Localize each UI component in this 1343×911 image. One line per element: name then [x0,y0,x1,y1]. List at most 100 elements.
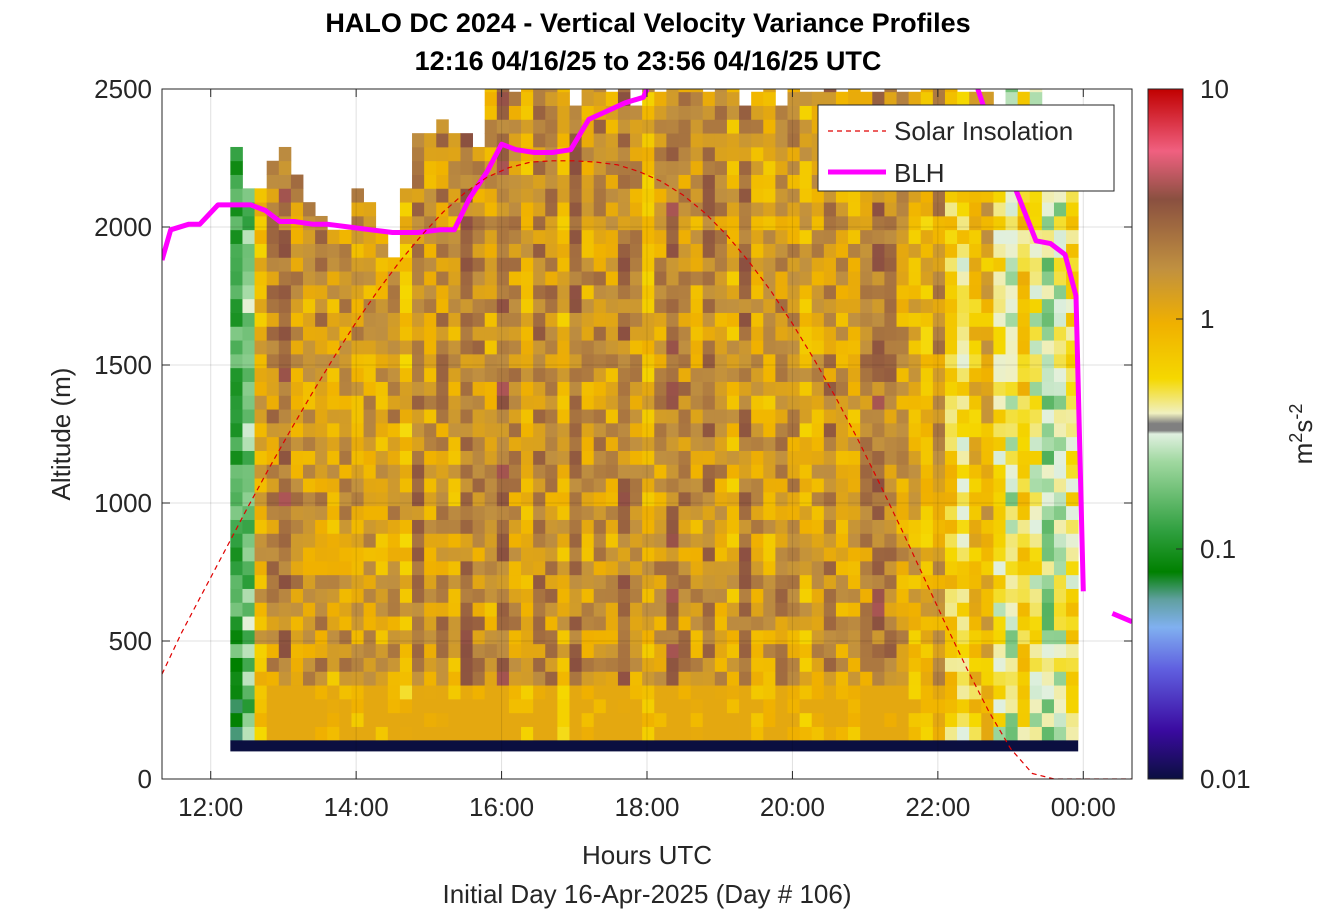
heatmap-cell [654,712,667,727]
heatmap-cell [848,574,861,589]
heatmap-cell [533,422,546,438]
heatmap-cell [593,215,607,231]
heatmap-cell [775,119,788,134]
heatmap-cell [460,174,473,189]
heatmap-cell [969,657,982,672]
heatmap-cell [654,588,667,603]
heatmap-cell [617,215,631,231]
heatmap-cell [763,602,776,617]
heatmap-cell [835,188,849,203]
heatmap-cell [932,616,946,631]
heatmap-cell [642,133,655,148]
heatmap-cell [908,202,922,217]
heatmap-cell [751,602,764,617]
heatmap-cell [787,353,801,369]
heatmap-cell [872,616,885,631]
heatmap-cell [399,422,413,438]
heatmap-cell [472,243,486,258]
heatmap-cell [351,588,364,603]
heatmap-cell [617,105,631,120]
heatmap-cell [1066,671,1079,686]
heatmap-cell [1029,381,1043,396]
heatmap-cell [605,284,619,300]
heatmap-cell [775,698,788,714]
heatmap-cell [290,657,304,672]
heatmap-cell [448,188,461,203]
heatmap-cell [642,160,655,175]
heatmap-cell [375,395,389,410]
heatmap-cell [666,698,679,714]
heatmap-cell [533,685,546,700]
heatmap-cell [460,671,473,686]
heatmap-cell [315,505,328,520]
heatmap-cell [605,422,619,438]
heatmap-cell [739,133,752,148]
heatmap-cell [327,726,340,741]
heatmap-cell [1041,312,1055,327]
heatmap-cell [944,381,958,396]
heatmap-cell [993,436,1006,451]
heatmap-cell [932,422,946,438]
heatmap-cell [327,409,340,424]
heatmap-cell [412,685,425,700]
heatmap-cell [714,271,728,286]
heatmap-cell [666,588,679,603]
heatmap-cell [375,560,389,576]
heatmap-cell [533,436,546,451]
heatmap-cell [266,395,280,410]
heatmap-cell [739,533,752,548]
heatmap-cell [969,367,982,382]
heatmap-cell [1041,409,1055,424]
heatmap-cell [690,685,704,700]
heatmap-cell [969,395,982,410]
heatmap-cell [1005,381,1019,396]
heatmap-cell [339,588,352,603]
heatmap-cell [617,146,631,162]
heatmap-cell [327,450,340,465]
heatmap-cell [1029,257,1043,272]
heatmap-cell [666,547,679,562]
heatmap-cell [763,257,776,272]
heatmap-cell [339,326,352,341]
heatmap-cell [605,602,619,617]
heatmap-cell [496,119,510,134]
heatmap-cell [569,409,582,424]
heatmap-cell [496,616,510,631]
heatmap-cell [254,547,268,562]
heatmap-cell [315,560,328,576]
heatmap-cell [399,547,413,562]
heatmap-cell [932,229,946,244]
heatmap-cell [630,505,643,520]
heatmap-cell [799,119,813,134]
heatmap-cell [521,133,534,148]
heatmap-cell [823,326,837,341]
heatmap-cell [835,271,849,286]
heatmap-cell [581,243,595,258]
heatmap-cell [860,340,873,355]
heatmap-cell [1053,436,1067,451]
heatmap-cell [484,188,498,203]
heatmap-cell [642,464,655,479]
heatmap-cell [654,395,667,410]
heatmap-cell [303,698,316,714]
heatmap-cell [630,478,643,493]
heatmap-cell [787,409,801,424]
heatmap-cell [690,284,704,300]
heatmap-cell [508,367,522,382]
heatmap-cell [303,436,316,451]
heatmap-cell [484,298,498,313]
heatmap-cell [424,436,437,451]
heatmap-cell [387,698,401,714]
heatmap-cell [835,547,849,562]
heatmap-cell [944,478,958,493]
heatmap-cell [436,671,449,686]
heatmap-cell [472,409,486,424]
heatmap-cell [581,160,595,175]
heatmap-cell [351,491,364,507]
heatmap-cell [242,395,255,410]
heatmap-cell [617,450,631,465]
heatmap-cell [327,602,340,617]
heatmap-cell [617,298,631,313]
heatmap-cell [932,243,946,258]
heatmap-cell [593,202,607,217]
